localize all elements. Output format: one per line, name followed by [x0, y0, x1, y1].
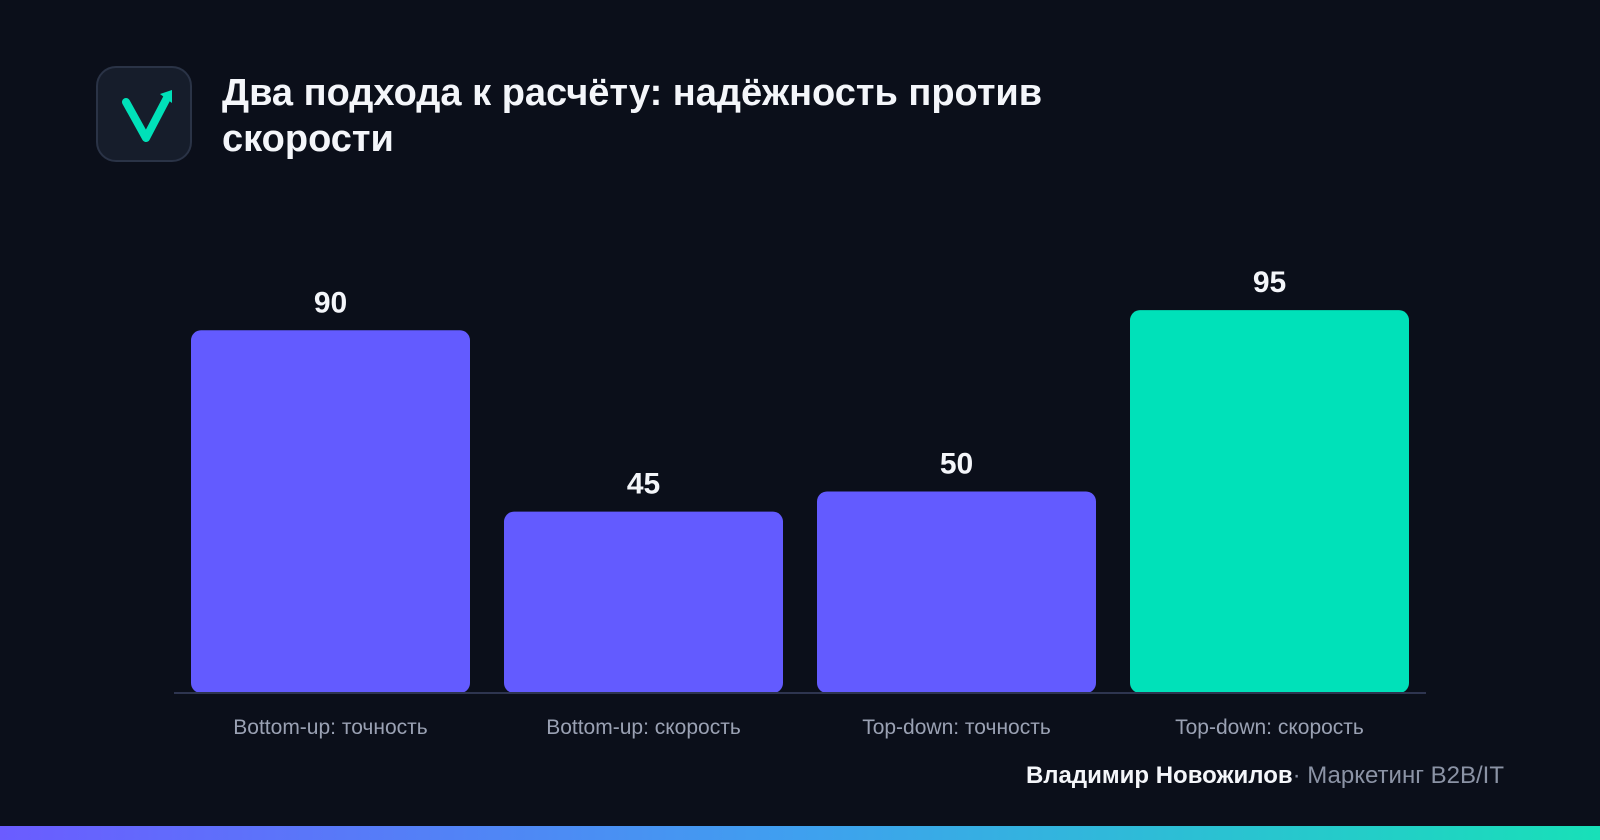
bottom-gradient-bar — [0, 826, 1600, 840]
bar-3 — [1130, 310, 1409, 693]
bar-0 — [191, 330, 470, 693]
value-label-0: 90 — [314, 286, 347, 319]
value-label-1: 45 — [627, 468, 660, 501]
value-label-3: 95 — [1253, 266, 1286, 299]
footer-org: Маркетинг B2B/IT — [1307, 762, 1504, 789]
bar-1 — [504, 511, 783, 693]
check-arrow-icon — [122, 90, 172, 142]
bar-2 — [817, 491, 1096, 693]
logo — [96, 66, 192, 162]
value-label-2: 50 — [940, 448, 973, 481]
footer-separator: · — [1292, 762, 1301, 789]
page-title: Два подхода к расчёту: надёжность против… — [222, 72, 1043, 160]
footer-credit: Владимир Новожилов· Маркетинг B2B/IT — [1026, 762, 1504, 790]
category-label-1: Bottom-up: скорость — [546, 716, 741, 739]
category-label-2: Top-down: точность — [862, 716, 1051, 739]
category-label-0: Bottom-up: точность — [233, 716, 427, 739]
category-label-3: Top-down: скорость — [1175, 716, 1364, 739]
footer-author: Владимир Новожилов — [1025, 762, 1293, 789]
